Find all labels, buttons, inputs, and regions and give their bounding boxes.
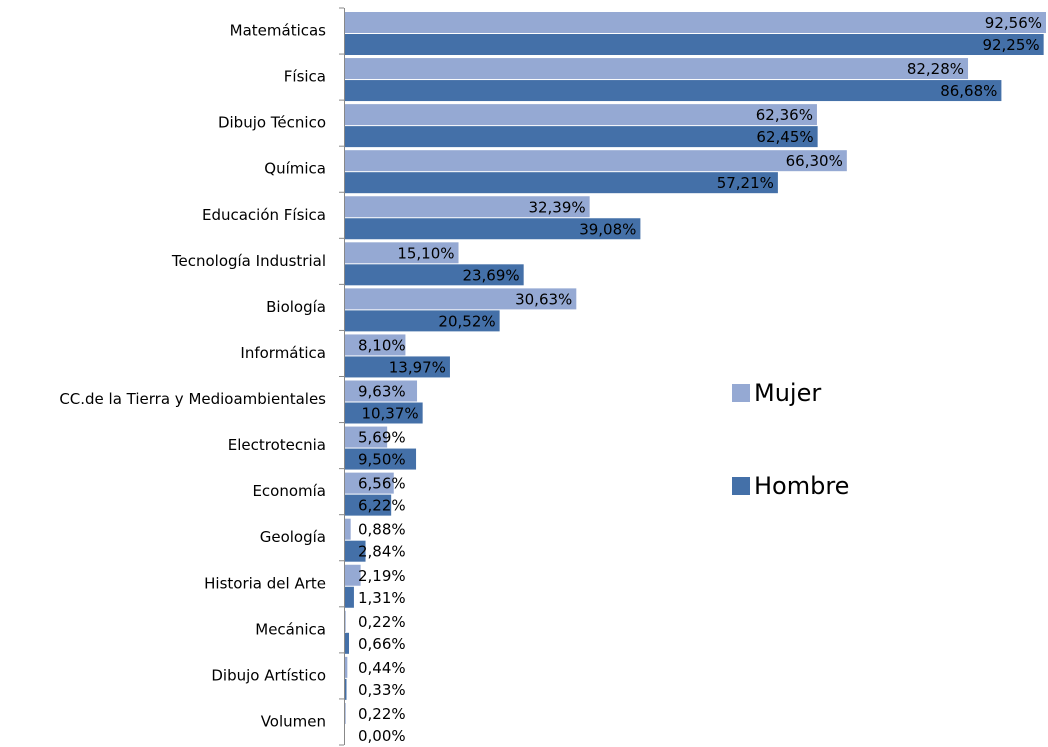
bar (345, 448, 417, 470)
bar (345, 632, 350, 654)
data-label: 32,39% (528, 198, 585, 216)
y-tick-label: Electrotecnia (228, 436, 326, 454)
y-tick-label: Química (264, 160, 326, 178)
legend-label: Hombre (754, 472, 849, 500)
data-label: 92,56% (985, 14, 1042, 32)
y-tick-label: Geología (260, 528, 326, 546)
data-label: 20,52% (438, 312, 495, 330)
data-label: 6,22% (358, 497, 406, 515)
bar (345, 586, 354, 608)
data-label: 0,33% (358, 681, 406, 699)
y-tick-label: Mecánica (255, 620, 326, 638)
bar (345, 426, 388, 448)
bar (345, 334, 406, 356)
y-tick-label: Física (284, 68, 326, 86)
y-tick-label: Biología (266, 298, 326, 316)
bar (345, 678, 347, 700)
data-label: 39,08% (579, 220, 636, 238)
data-label: 13,97% (389, 358, 446, 376)
data-label: 0,22% (358, 613, 406, 631)
data-label: 82,28% (907, 60, 964, 78)
bar (345, 80, 1002, 102)
data-label: 9,50% (358, 451, 406, 469)
data-label: 15,10% (397, 244, 454, 262)
bar (345, 310, 500, 332)
bar (345, 656, 348, 678)
y-tick-label: Volumen (261, 712, 326, 730)
data-label: 10,37% (361, 405, 418, 423)
data-label: 86,68% (940, 82, 997, 100)
data-label: 30,63% (515, 290, 572, 308)
bar (345, 518, 351, 540)
data-label: 0,00% (358, 727, 406, 745)
bar (345, 242, 459, 264)
data-label: 62,45% (756, 128, 813, 146)
bar (345, 264, 524, 286)
bar (345, 540, 366, 562)
y-tick-label: Informática (240, 344, 326, 362)
y-tick-label: CC.de la Tierra y Medioambientales (59, 390, 326, 408)
data-label: 1,31% (358, 589, 406, 607)
legend: Mujer Hombre (732, 379, 849, 500)
bar (345, 126, 818, 148)
bar (345, 58, 969, 80)
data-label: 9,63% (358, 383, 406, 401)
legend-swatch (732, 477, 750, 495)
bar (345, 472, 394, 494)
data-label: 57,21% (717, 174, 774, 192)
bar (345, 196, 590, 218)
data-label: 92,25% (982, 36, 1039, 54)
y-tick-label: Dibujo Técnico (218, 114, 326, 132)
bar (345, 380, 418, 402)
data-label: 0,44% (358, 659, 406, 677)
bar (345, 402, 423, 424)
y-tick-label: Economía (252, 482, 326, 500)
data-label: 62,36% (756, 106, 813, 124)
bar (345, 172, 778, 194)
bar (345, 12, 1046, 33)
y-tick-label: Educación Física (202, 206, 326, 224)
y-tick-label: Dibujo Artístico (211, 666, 326, 684)
y-tick-label: Historia del Arte (204, 574, 326, 592)
bar (345, 564, 361, 586)
data-label: 5,69% (358, 429, 406, 447)
y-tick-label: Tecnología Industrial (171, 252, 326, 270)
legend-label: Mujer (754, 379, 821, 407)
bar (345, 702, 346, 724)
bar (345, 218, 641, 240)
bar (345, 104, 817, 126)
data-label: 0,66% (358, 635, 406, 653)
data-label: 0,88% (358, 521, 406, 539)
data-label: 8,10% (358, 336, 406, 354)
data-label: 2,19% (358, 567, 406, 585)
bar (345, 288, 577, 310)
bar (345, 34, 1044, 55)
data-label: 6,56% (358, 475, 406, 493)
y-tick-label: Matemáticas (230, 22, 327, 40)
bar (345, 494, 392, 516)
bar (345, 356, 450, 378)
bar (345, 610, 346, 632)
bar (345, 150, 847, 172)
data-label: 0,22% (358, 705, 406, 723)
legend-swatch (732, 384, 750, 402)
data-label: 23,69% (462, 266, 519, 284)
data-label: 66,30% (786, 152, 843, 170)
data-label: 2,84% (358, 543, 406, 561)
